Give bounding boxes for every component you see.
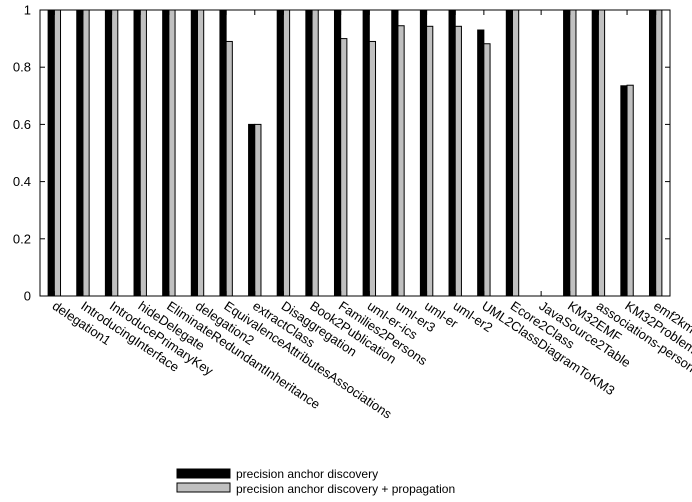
bar-series-2-IntroducePrimaryKey <box>111 9 119 297</box>
plot-frame <box>39 9 671 297</box>
bar-series-1-Disaggregation <box>276 9 284 297</box>
bar-series-1-emf2km3 <box>648 9 657 297</box>
bar-series-2-delegation2 <box>197 9 205 297</box>
bar-series-2-delegation1 <box>53 9 62 297</box>
bar-series-1-KM32Problem <box>620 85 628 297</box>
legend: precision anchor discovery precision anc… <box>176 467 455 496</box>
legend-label-series-2: precision anchor discovery + propagation <box>236 482 455 496</box>
y-tick-label: 0.6 <box>13 117 31 132</box>
bar-series-1-extractClass <box>248 123 256 297</box>
bar-series-1-delegation1 <box>47 9 55 297</box>
bar-series-1-Families2Persons <box>333 9 342 297</box>
bar-series-1-Book2Publication <box>305 9 313 297</box>
bar-series-2-Book2Publication <box>311 9 319 297</box>
bar-series-1-uml-er-ics <box>362 9 370 297</box>
bar-series-1-hideDelegate <box>133 9 141 297</box>
bar-series-2-Ecore2Class <box>512 9 520 297</box>
bar-series-1-UML2ClassDiagramToKM3 <box>477 29 485 297</box>
y-tick-label: 0.2 <box>13 231 31 246</box>
y-tick-label: 0 <box>24 289 31 304</box>
bar-series-1-Ecore2Class <box>505 9 513 297</box>
bar-series-2-emf2km3 <box>655 9 663 297</box>
y-tick-label: 1 <box>24 3 31 18</box>
bar-series-2-associations-persons <box>597 9 606 297</box>
y-tick-label: 0.8 <box>13 60 31 75</box>
bar-series-1-IntroducePrimaryKey <box>104 9 113 297</box>
bar-series-1-uml-er3 <box>391 9 399 297</box>
legend-label-series-1: precision anchor discovery <box>236 467 378 481</box>
y-axis: 0 0.2 0.4 0.6 0.8 1 <box>13 3 670 304</box>
chart-marks <box>47 9 663 297</box>
bar-series-2-uml-er <box>426 25 434 297</box>
legend-swatch-series-1 <box>176 468 231 479</box>
bar-series-2-uml-er-ics <box>368 40 377 297</box>
bar-series-2-Families2Persons <box>340 38 348 297</box>
legend-item-series-1: precision anchor discovery <box>176 467 378 481</box>
bar-series-1-associations-persons <box>591 9 599 297</box>
bar-series-1-EquivalenceAttributesAssociations <box>219 9 227 297</box>
bar-series-2-uml-er3 <box>397 25 405 297</box>
bar-series-2-extractClass <box>254 123 262 297</box>
y-tick-label: 0.4 <box>13 174 31 189</box>
bar-series-1-KM32EMF <box>563 9 571 297</box>
bar-series-2-hideDelegate <box>139 9 147 297</box>
bar-series-2-uml-er2 <box>454 25 462 297</box>
bar-series-2-EquivalenceAttributesAssociations <box>225 40 233 297</box>
bar-series-2-IntroducingInterface <box>82 9 90 297</box>
bar-series-2-KM32EMF <box>569 9 577 297</box>
bar-series-1-delegation2 <box>190 9 199 297</box>
bar-series-1-uml-er2 <box>448 9 456 297</box>
bar-series-1-EliminateRedundantInheritance <box>162 9 170 297</box>
bar-series-2-UML2ClassDiagramToKM3 <box>483 43 491 297</box>
bar-series-2-KM32Problem <box>626 84 634 297</box>
bar-series-1-uml-er <box>419 9 428 297</box>
bar-series-2-Disaggregation <box>282 9 291 297</box>
legend-item-series-2: precision anchor discovery + propagation <box>176 482 455 496</box>
bar-series-1-IntroducingInterface <box>76 9 84 297</box>
legend-swatch-series-2 <box>176 482 231 493</box>
bar-series-2-EliminateRedundantInheritance <box>168 9 176 297</box>
